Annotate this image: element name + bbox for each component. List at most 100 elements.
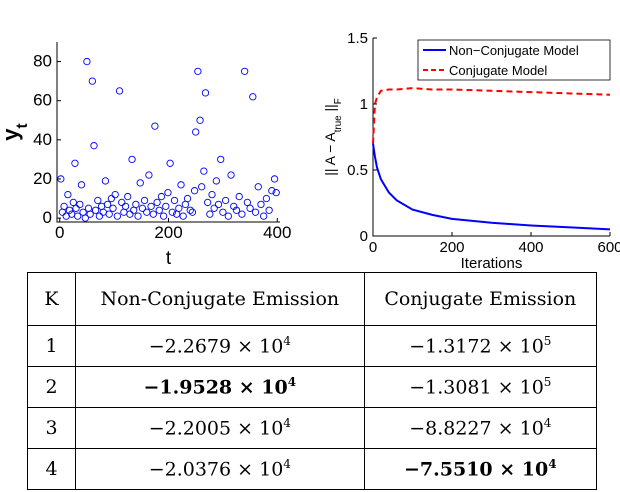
cell-text: 3 [45,417,58,439]
point [101,177,110,185]
point [208,190,216,199]
point [204,198,212,207]
row: 3 −2.2005 × 104 −8.8227 × 104 [27,407,598,449]
cell-exponent: 4 [283,457,291,472]
cell-text: 4 [45,458,58,480]
point [140,196,149,205]
header-cell: Non-Conjugate Emission [75,272,365,326]
point [81,214,89,222]
point [69,198,77,207]
y-tick-label: 20 [33,169,52,188]
cell: −2.0376 × 104 [75,448,365,490]
point [257,200,265,209]
x-tick-label: 0 [369,239,377,256]
cell-exponent: 4 [283,416,291,431]
x-tick-label: 0 [55,223,64,242]
point [224,212,232,220]
header-cell: K [27,272,76,326]
y-axis-label-part: F [333,98,344,104]
point [99,208,107,216]
point [64,190,72,199]
x-tick-label: 200 [154,223,182,242]
point [120,208,128,216]
point [136,179,144,187]
point [192,128,200,136]
cell-exponent: 5 [543,334,552,349]
point [77,181,86,189]
y-tick-label: 0 [360,228,368,245]
y-tick-label: 80 [33,52,52,71]
point [103,200,112,209]
y-tick-label: 0.5 [347,162,368,179]
cell: −7.5510 × 104 [363,448,598,490]
cell-exponent: 4 [283,334,291,349]
point [143,208,151,216]
cell-text: 2 [45,376,58,398]
row: 2 −1.9528 × 104 −1.3081 × 105 [27,366,598,408]
point [86,210,94,218]
cell: 4 [27,448,76,490]
results-table: K Non-Conjugate Emission Conjugate Emissio… [27,272,598,490]
cell-text: −2.2679 × 10 [148,335,284,358]
y-tick-label: 40 [33,130,52,149]
point [115,87,124,95]
point [149,210,157,218]
point [164,189,172,197]
point [262,194,271,203]
point [232,206,241,214]
point [76,200,84,209]
point [95,212,104,220]
point [111,190,119,199]
cell-exponent: 4 [287,375,297,390]
cell: −2.2679 × 104 [75,325,365,367]
cell: 3 [27,407,76,449]
point [183,194,192,203]
point [124,192,132,201]
x-axis-label: t [166,248,172,269]
point [243,198,252,207]
point [198,183,206,191]
point [58,208,67,216]
cell-text: −1.3172 × 10 [409,335,544,358]
cell: 2 [27,366,76,408]
point [145,171,153,179]
point [235,192,243,201]
point [196,116,204,124]
point [83,57,91,66]
point [72,204,80,212]
row: 4 −2.0376 × 104 −7.5510 × 104 [27,448,598,490]
point [97,202,106,210]
point [132,200,140,209]
y-axis-label-part: true [333,115,344,132]
x-tick-label: 200 [439,239,464,256]
point [265,206,273,214]
y-axis-label-part: || [322,104,338,115]
cell-text: −2.0376 × 10 [148,458,284,481]
cell-text: 1 [45,335,58,357]
point [251,208,260,216]
cell-text: −1.3081 × 10 [409,376,544,399]
point [71,159,79,167]
cell-text: −7.5510 × 10 [404,458,549,481]
point [200,167,208,175]
cell-text: −8.8227 × 10 [409,417,544,440]
point [179,212,187,220]
header-cell: Conjugate Emission [363,272,598,326]
legend-label: Non−Conjugate Model [449,43,579,58]
point [153,198,161,207]
point [221,196,230,205]
point [88,77,97,85]
point [94,196,102,205]
point [194,67,202,75]
point [147,202,155,210]
cell: −1.9528 × 104 [75,366,365,408]
point [166,159,174,167]
point [121,202,130,210]
legend-box [417,39,611,81]
point [206,210,214,218]
x-tick-label: 400 [263,223,291,242]
point [217,155,225,164]
point [113,212,122,220]
